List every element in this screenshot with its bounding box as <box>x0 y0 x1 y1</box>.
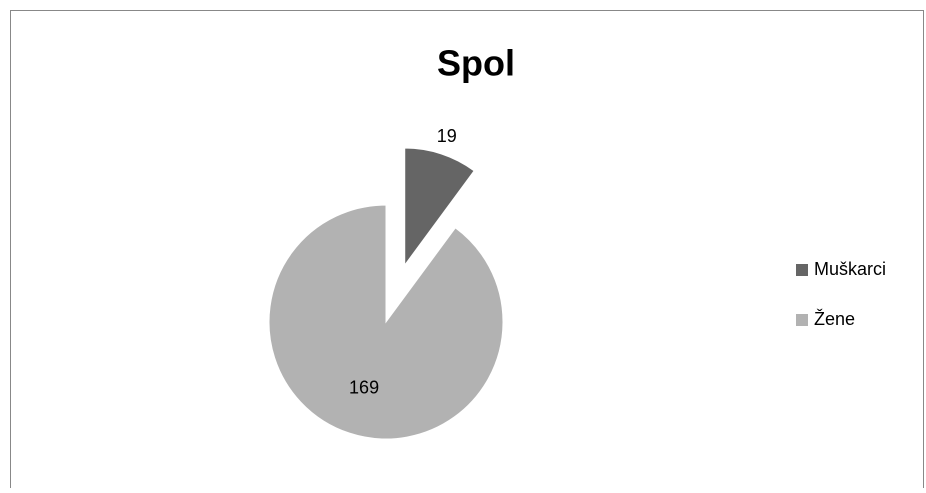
legend-label: Žene <box>814 309 855 329</box>
data-label: 169 <box>349 377 379 397</box>
legend-swatch <box>796 264 808 276</box>
data-label: 19 <box>437 126 457 146</box>
pie-slice <box>268 204 504 440</box>
legend-label: Muškarci <box>814 259 886 279</box>
legend-swatch <box>796 314 808 326</box>
chart-title: Spol <box>437 43 515 84</box>
pie-slice <box>404 147 475 267</box>
